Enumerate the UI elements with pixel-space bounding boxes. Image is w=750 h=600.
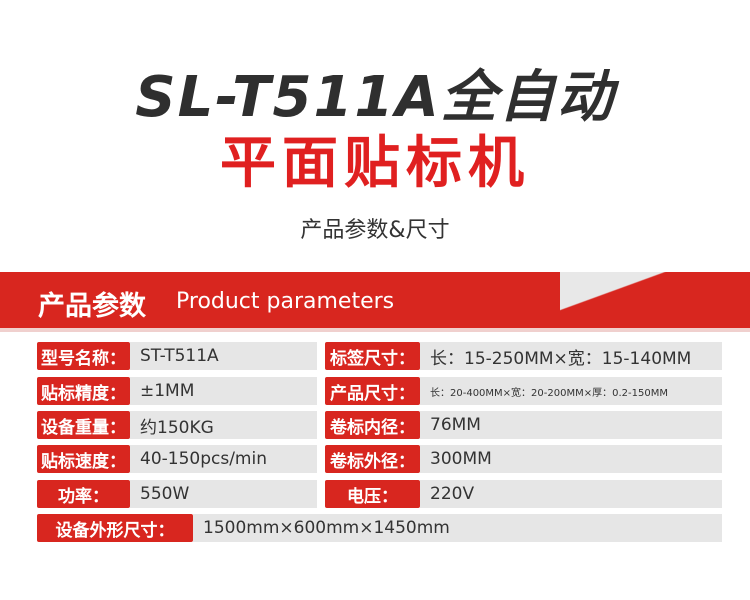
spec-value: 550W [130, 480, 317, 508]
spec-value: ST-T511A [130, 342, 317, 370]
spec-value: 约150KG [130, 411, 317, 439]
spec-label: 功率： [37, 480, 130, 508]
title-line-2: 平面贴标机 [220, 131, 530, 196]
spec-label: 电压： [325, 480, 420, 508]
subtitle: 产品参数&尺寸 [300, 218, 450, 243]
spec-value: 1500mm×600mm×1450mm [193, 514, 722, 542]
spec-label: 贴标速度： [37, 445, 130, 473]
banner-strip [0, 328, 750, 332]
spec-value: 300MM [420, 445, 722, 473]
spec-label: 卷标外径： [325, 445, 420, 473]
banner-shade [560, 272, 750, 328]
banner-subtitle: Product parameters [176, 289, 395, 314]
spec-label: 设备重量： [37, 411, 130, 439]
banner-title: 产品参数 [38, 291, 146, 322]
spec-label: 型号名称： [37, 342, 130, 370]
spec-value: 76MM [420, 411, 722, 439]
spec-label: 贴标精度： [37, 377, 130, 405]
spec-label: 设备外形尺寸： [37, 514, 193, 542]
title-line-1: SL-T511A全自动 [135, 65, 615, 130]
spec-value: ±1MM [130, 377, 317, 405]
spec-label: 产品尺寸： [325, 377, 420, 405]
spec-value: 40-150pcs/min [130, 445, 317, 473]
spec-value: 长：15-250MM×宽：15-140MM [420, 342, 722, 370]
spec-label: 标签尺寸： [325, 342, 420, 370]
spec-value: 长：20-400MM×宽：20-200MM×厚：0.2-150MM [420, 377, 722, 405]
spec-value: 220V [420, 480, 722, 508]
spec-label: 卷标内径： [325, 411, 420, 439]
